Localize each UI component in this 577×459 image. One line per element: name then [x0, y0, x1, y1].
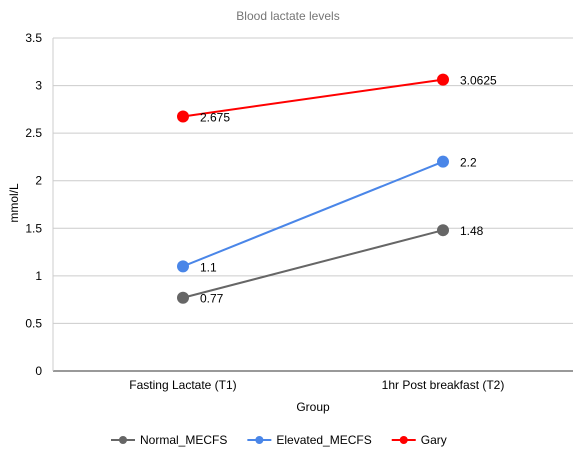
- data-label: 1.48: [460, 224, 484, 238]
- series-Elevated_MECFS: 1.1 2.2: [177, 155, 477, 274]
- y-tick-label: 2: [35, 174, 42, 188]
- y-axis-ticks: 0 0.5 1 1.5 2 2.5 3 3.5: [25, 31, 42, 378]
- data-point: [437, 224, 449, 237]
- data-point: [177, 291, 189, 304]
- data-label: 0.77: [200, 292, 224, 306]
- data-label: 2.2: [460, 156, 477, 170]
- legend: Normal_MECFS Elevated_MECFS Gary: [111, 433, 447, 447]
- series-line: [182, 78, 444, 118]
- legend-label: Gary: [421, 433, 447, 447]
- series-line: [182, 160, 444, 268]
- series-line: [182, 229, 444, 299]
- x-axis-label: Group: [296, 400, 330, 414]
- chart-title: Blood lactate levels: [236, 9, 339, 23]
- data-label: 1.1: [200, 260, 217, 274]
- series-Normal_MECFS: 0.77 1.48: [177, 224, 484, 306]
- y-tick-label: 3: [35, 79, 42, 93]
- data-point: [177, 110, 189, 123]
- y-tick-label: 2.5: [25, 126, 42, 140]
- y-tick-label: 0.5: [25, 316, 42, 330]
- data-point: [437, 155, 449, 168]
- legend-marker: [119, 436, 127, 444]
- series-Gary: 2.675 3.0625: [177, 73, 497, 124]
- data-label: 3.0625: [460, 74, 497, 88]
- y-tick-label: 1.5: [25, 221, 42, 235]
- legend-marker: [399, 436, 408, 444]
- legend-label: Normal_MECFS: [140, 433, 227, 447]
- y-tick-label: 0: [35, 364, 42, 378]
- legend-label: Elevated_MECFS: [276, 433, 371, 447]
- data-point: [177, 260, 189, 273]
- legend-item: Normal_MECFS: [111, 433, 227, 447]
- x-axis-ticks: Fasting Lactate (T1) 1hr Post breakfast (…: [129, 378, 504, 392]
- legend-item: Elevated_MECFS: [247, 433, 372, 447]
- data-label: 2.675: [200, 110, 230, 124]
- y-tick-label: 3.5: [25, 31, 42, 45]
- data-point: [437, 73, 449, 86]
- x-tick-label: 1hr Post breakfast (T2): [382, 378, 505, 392]
- legend-marker: [255, 436, 264, 444]
- series-layer: 0.77 1.48 1.1 2.2 2.675 3.0625: [177, 73, 497, 306]
- y-axis-label: mmol/L: [7, 183, 21, 223]
- y-tick-label: 1: [35, 269, 42, 283]
- gridlines: [52, 37, 573, 372]
- x-tick-label: Fasting Lactate (T1): [129, 378, 236, 392]
- legend-item: Gary: [391, 433, 447, 447]
